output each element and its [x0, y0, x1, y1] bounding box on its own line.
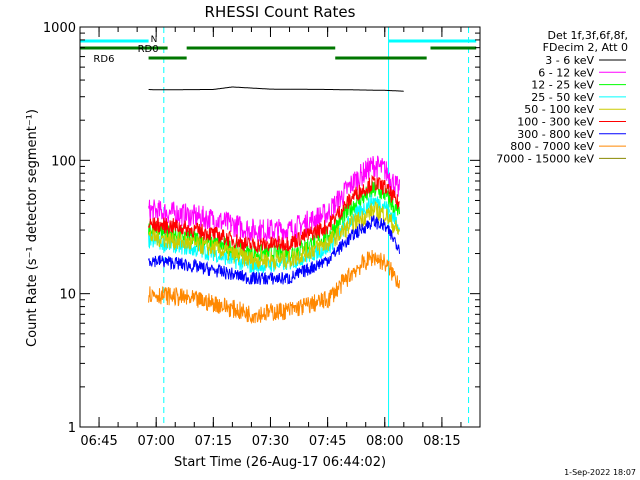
x-tick-label: 07:30 — [252, 434, 289, 449]
state-bar-label: RD0 — [138, 44, 159, 55]
legend-entry-label: 800 - 7000 keV — [510, 140, 594, 153]
series-line — [148, 249, 400, 325]
state-bar-label: RD6 — [93, 54, 114, 65]
y-tick-label: 1000 — [43, 21, 76, 36]
y-axis-ticks: 1 10 100 1000 — [43, 21, 480, 436]
legend-header: Det 1f,3f,6f,8f, — [547, 29, 628, 42]
legend-entry-label: 12 - 25 keV — [531, 79, 594, 92]
state-bar-label: N — [151, 35, 158, 45]
series-line — [148, 194, 400, 274]
legend-entry-label: 7000 - 15000 keV — [496, 152, 594, 165]
x-tick-label: 08:15 — [423, 434, 460, 449]
x-tick-label: 07:15 — [195, 434, 232, 449]
legend-entry-label: 25 - 50 keV — [531, 91, 594, 104]
x-tick-label: 06:45 — [80, 434, 117, 449]
legend-entry-label: 300 - 800 keV — [517, 128, 594, 141]
legend-entry-label: 100 - 300 keV — [517, 116, 594, 129]
x-tick-label: 07:45 — [309, 434, 346, 449]
series-line — [148, 215, 400, 285]
series-line — [148, 155, 400, 243]
data-series — [148, 86, 404, 325]
plot-frame — [79, 26, 481, 428]
y-tick-label: 10 — [59, 288, 76, 303]
x-axis-label: Start Time (26-Aug-17 06:44:02) — [174, 455, 386, 470]
chart-title: RHESSI Count Rates — [205, 3, 356, 21]
series-line — [148, 200, 400, 271]
plot-timestamp: 1-Sep-2022 18:07 — [564, 468, 636, 477]
series-line — [148, 174, 400, 253]
x-tick-label: 07:00 — [137, 434, 174, 449]
series-line — [148, 86, 404, 92]
legend-entry-label: 50 - 100 keV — [524, 103, 594, 116]
y-tick-label: 1 — [68, 421, 76, 436]
y-tick-label: 100 — [51, 154, 76, 169]
legend: Det 1f,3f,6f,8f,FDecim 2, Att 03 - 6 keV… — [496, 29, 628, 165]
x-tick-label: 08:00 — [366, 434, 403, 449]
legend-entry-label: 3 - 6 keV — [545, 54, 594, 67]
x-axis-ticks: 06:45 07:00 07:15 07:30 07:45 08:00 08:15 — [79, 27, 481, 449]
legend-entry-label: 6 - 12 keV — [538, 66, 594, 79]
legend-header: FDecim 2, Att 0 — [543, 41, 628, 54]
y-axis-label: Count Rate (s⁻¹ detector segment⁻¹) — [25, 109, 40, 347]
